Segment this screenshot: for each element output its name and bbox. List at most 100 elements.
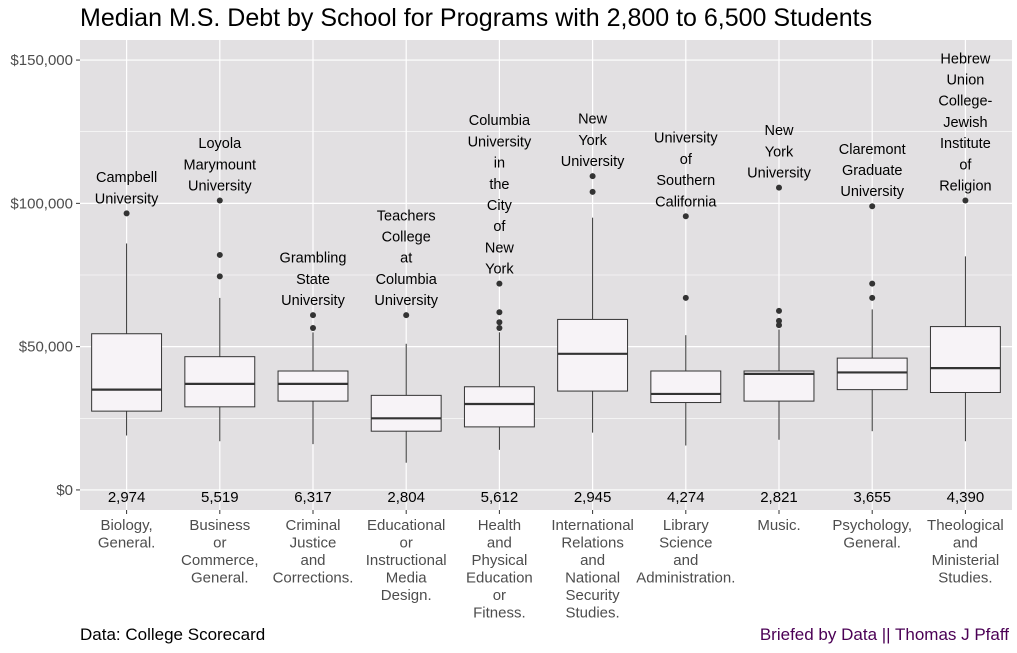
count-label: 5,612 <box>481 489 519 506</box>
school-label-line: University <box>374 293 438 309</box>
school-label: Teachers College at Columbia University <box>374 208 438 309</box>
school-label-line: University <box>747 166 811 182</box>
school-label-line: Campbell <box>96 170 157 186</box>
school-label-line: Columbia <box>469 113 531 129</box>
box-5 <box>463 280 535 450</box>
box-7 <box>650 213 722 446</box>
school-label-line: Religion <box>939 178 991 194</box>
category-label-line: Educational <box>367 517 445 534</box>
school-label: Columbia University in the City of New York <box>468 113 532 277</box>
iqr-box <box>743 370 815 402</box>
school-label-line: New <box>764 123 794 139</box>
iqr-box <box>277 370 349 402</box>
category-label: Business or Commerce, General. <box>181 517 259 587</box>
category-label: Library Science and Administration. <box>636 517 735 587</box>
box-10 <box>929 197 1001 442</box>
category-label-line: Health <box>478 517 521 534</box>
category-label-line: International <box>551 517 634 534</box>
count-label: 4,390 <box>947 489 985 506</box>
school-label: Loyola Marymount University <box>184 136 257 194</box>
school-label-line: of <box>680 152 693 168</box>
box-8 <box>743 184 815 440</box>
category-label: Theological and Ministerial Studies. <box>927 517 1004 587</box>
school-label-line: at <box>400 251 412 267</box>
outlier-point <box>496 309 503 316</box>
school-label-line: University <box>561 154 625 170</box>
school-label-line: York <box>485 262 514 278</box>
outlier-point <box>589 188 596 195</box>
iqr-box <box>184 356 256 408</box>
iqr-box <box>929 326 1001 393</box>
school-label-line: College <box>382 230 431 246</box>
school-label: New York University <box>561 112 625 170</box>
category-label-line: Business <box>189 517 250 534</box>
source-caption: Data: College Scorecard <box>80 625 266 644</box>
school-label-line: University <box>95 191 159 207</box>
category-label: Biology, General. <box>98 517 156 552</box>
school-label-line: Marymount <box>184 157 257 173</box>
category-label-line: Security <box>566 587 621 604</box>
category-label-line: Biology, <box>100 517 152 534</box>
category-label-line: Physical <box>471 552 527 569</box>
outlier-point <box>682 294 689 301</box>
outlier-point <box>123 210 130 217</box>
outlier-point <box>216 197 223 204</box>
category-label-line: Corrections. <box>273 570 354 587</box>
outlier-point <box>869 294 876 301</box>
category-label-line: Justice <box>290 535 337 552</box>
outlier-point <box>962 197 969 204</box>
school-label-line: Grambling <box>280 251 347 267</box>
boxes <box>91 173 1001 463</box>
category-label-line: Music. <box>757 517 800 534</box>
category-label-line: General. <box>98 535 156 552</box>
iqr-box <box>557 318 629 392</box>
outlier-point <box>776 307 782 314</box>
school-label: Grambling State University <box>280 251 347 309</box>
annotations: 2,974 Campbell University 5,519 Loyola Marymo… <box>95 51 993 506</box>
school-label-line: California <box>655 194 717 210</box>
count-label: 2,945 <box>574 489 612 506</box>
outlier-point <box>776 184 782 191</box>
category-label: International Relations and National Securit… <box>551 517 634 622</box>
category-label: Educational or Instructional Media Design. <box>366 517 447 604</box>
category-label-line: Fitness. <box>473 605 526 622</box>
category-label: Health and Physical Education or Fitness. <box>466 517 533 622</box>
school-label-line: of <box>959 157 972 173</box>
school-label-line: in <box>494 156 505 172</box>
school-label-line: of <box>493 219 506 235</box>
outlier-point <box>776 322 782 329</box>
category-label-line: Relations <box>561 535 624 552</box>
school-label-line: Union <box>946 72 984 88</box>
category-label-line: Studies. <box>565 605 619 622</box>
outlier-point <box>682 213 689 220</box>
outlier-point <box>403 312 410 319</box>
category-label-line: Theological <box>927 517 1004 534</box>
school-label-line: Columbia <box>376 272 438 288</box>
count-label: 2,821 <box>760 489 798 506</box>
school-label-line: University <box>468 134 532 150</box>
school-label-line: the <box>489 177 509 193</box>
school-label-line: University <box>188 178 252 194</box>
count-label: 6,317 <box>294 489 332 506</box>
category-label-line: General. <box>191 570 249 587</box>
box-3 <box>277 312 349 445</box>
school-label-line: Institute <box>940 136 991 152</box>
school-label-line: College- <box>938 94 992 110</box>
category-label-line: Criminal <box>285 517 340 534</box>
school-label-line: York <box>578 133 607 149</box>
school-label: Claremont Graduate University <box>839 142 906 200</box>
outlier-point <box>496 325 503 332</box>
school-label-line: University <box>654 131 718 147</box>
category-label-line: and <box>487 535 512 552</box>
school-label: New York University <box>747 123 811 181</box>
category-label-line: Psychology, <box>832 517 912 534</box>
box-4 <box>370 312 442 463</box>
iqr-box <box>463 386 535 428</box>
category-label: Music. <box>757 517 800 534</box>
school-label-line: Hebrew <box>940 51 990 67</box>
y-tick-label: $100,000 <box>10 195 73 212</box>
outlier-point <box>216 273 223 280</box>
school-label-line: Claremont <box>839 142 906 158</box>
category-label-line: and <box>580 552 605 569</box>
